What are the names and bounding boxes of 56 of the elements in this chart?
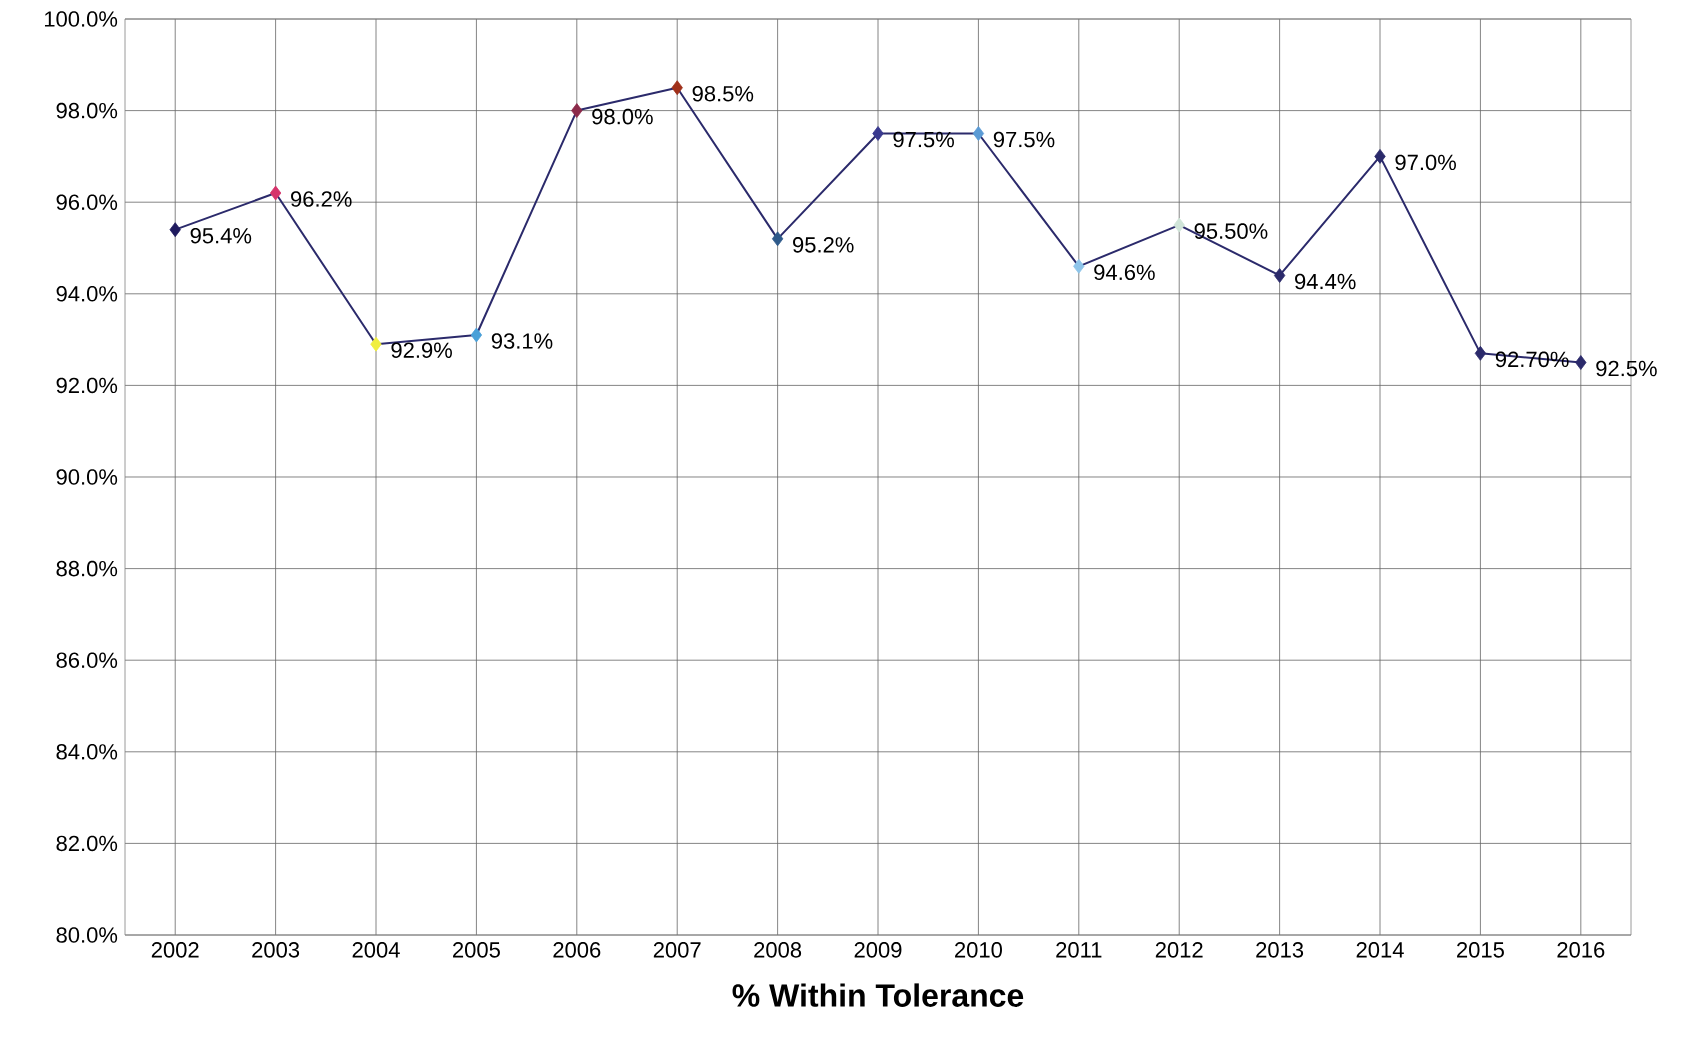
x-tick-label: 2014 [1356,942,1404,958]
point [1273,268,1286,283]
point [470,327,483,343]
x-tick-label: 2002 [151,942,199,958]
x-tick-label: 2008 [754,942,802,958]
point [1173,217,1185,233]
point [671,80,683,96]
data-label: 97.5% [893,131,954,148]
x-tick-label: 2010 [955,942,1002,958]
x-tick-label: 2016 [1557,942,1605,958]
data-label: 95.4% [190,227,252,244]
y-tick-label: 90.0% [56,469,118,485]
data-label: 94.4% [1295,273,1356,290]
data-label: 95.2% [793,237,854,253]
y-tick-label: 82.0% [56,835,118,852]
data-label: 96.2% [291,191,352,207]
data-label: 98.0% [592,108,653,125]
point [169,222,181,238]
x-tick-label: 2015 [1457,942,1504,958]
point [972,126,985,141]
data-label: 98.5% [692,85,754,102]
data-label: 95.50% [1194,223,1268,239]
data-label: 93.1% [491,333,553,349]
point [1575,355,1587,370]
x-axis-title: % Within Tolerance [732,983,1024,1007]
y-tick-label: 96.0% [56,194,118,210]
data-label: 92.9% [391,342,452,358]
point [872,126,884,141]
y-tick-label: 92.0% [56,377,118,394]
point [771,231,784,247]
x-tick-label: 2007 [653,942,701,958]
x-tick-label: 2006 [553,942,601,958]
y-tick-label: 80.0% [56,927,118,943]
x-tick-label: 2003 [252,942,300,958]
point [1073,258,1085,274]
x-tick-label: 2012 [1155,942,1203,958]
data-label: 97.5% [993,131,1055,148]
x-tick-label: 2013 [1256,942,1304,958]
y-tick-label: 88.0% [56,560,118,577]
y-tick-label: 100.0% [44,11,118,27]
x-tick-label: 2005 [453,942,500,958]
y-tick-label: 94.0% [56,286,118,302]
y-tick-label: 84.0% [56,744,118,760]
data-label: 92.5% [1596,360,1657,377]
y-tick-label: 98.0% [56,102,118,119]
x-tick-label: 2009 [854,942,902,958]
point [269,185,282,201]
data-label: 97.0% [1395,154,1456,171]
x-tick-label: 2011 [1056,942,1102,958]
point [370,336,382,352]
point [1374,149,1386,164]
point [1474,345,1487,361]
y-tick-label: 86.0% [56,652,118,668]
data-label: 94.6% [1094,264,1155,281]
x-tick-label: 2004 [352,942,400,958]
point [571,103,583,118]
